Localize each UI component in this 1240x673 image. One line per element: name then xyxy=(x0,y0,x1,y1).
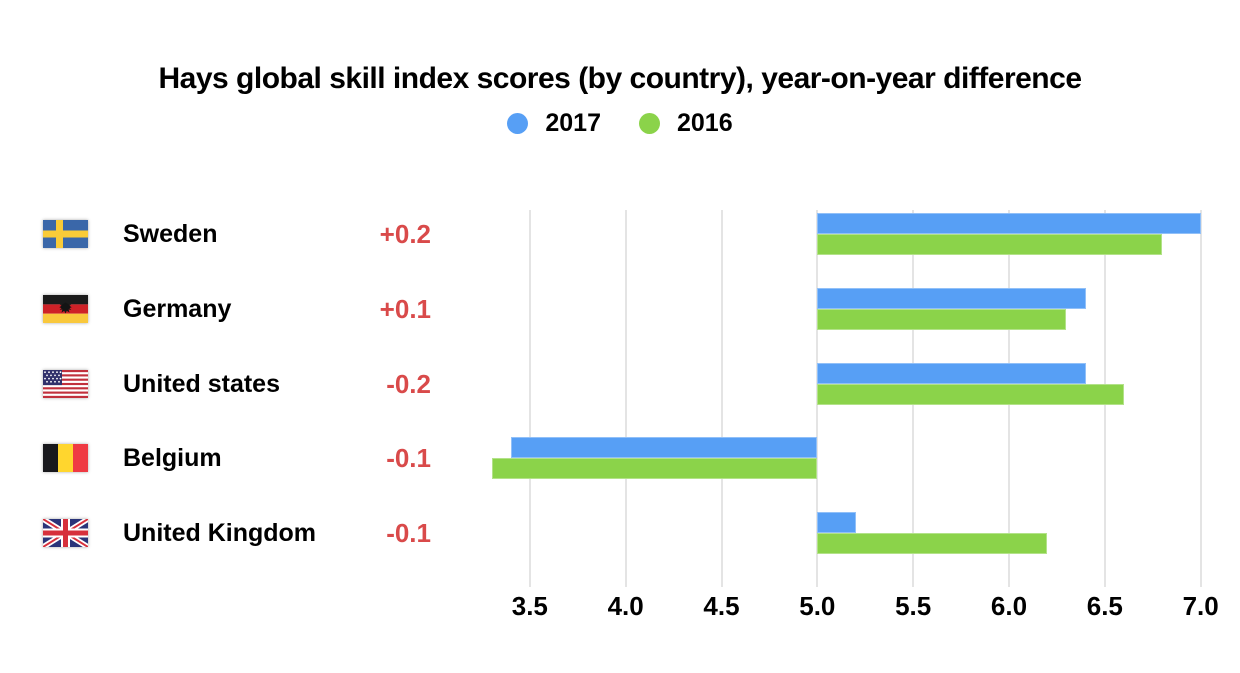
bar-2017-united-kingdom xyxy=(817,512,856,533)
difference-value: +0.2 xyxy=(379,219,431,249)
x-axis-tick-label: 6.0 xyxy=(990,591,1028,621)
sweden-flag-icon xyxy=(43,220,88,248)
bar-2016-germany xyxy=(817,308,1067,330)
difference-value: -0.1 xyxy=(386,443,431,474)
country-label: United Kingdom xyxy=(123,519,317,547)
difference-value: -0.1 xyxy=(386,518,431,548)
legend-dot-2017-icon xyxy=(507,112,529,134)
bar-2017-united-states xyxy=(817,362,1086,384)
bar-2017-belgium xyxy=(510,437,818,459)
legend-item-2017: 2017 xyxy=(507,109,601,138)
gridline xyxy=(528,210,531,587)
x-axis-tick-label: 5.5 xyxy=(895,591,932,621)
united-kingdom-flag-icon xyxy=(43,519,88,547)
chart-legend: 2017 2016 xyxy=(0,108,1240,138)
legend-dot-2016-icon xyxy=(639,112,660,134)
x-axis-tick-label: 7.0 xyxy=(1182,591,1219,621)
bar-2017-germany xyxy=(817,287,1086,309)
row-belgium: Belgium -0.1 xyxy=(0,437,434,479)
legend-label-2016: 2016 xyxy=(677,108,733,137)
chart-title: Hays global skill index scores (by count… xyxy=(158,62,1083,96)
bar-2016-sweden xyxy=(817,234,1163,255)
x-axis-tick-label: 5.0 xyxy=(799,591,836,621)
row-sweden: Sweden +0.2 xyxy=(0,213,434,255)
united-states-flag-icon xyxy=(43,369,88,398)
country-label: Belgium xyxy=(123,444,222,473)
legend-label-2017: 2017 xyxy=(545,108,601,137)
country-label: Germany xyxy=(123,294,232,323)
gridline xyxy=(1199,210,1202,587)
difference-value: +0.1 xyxy=(379,293,431,324)
bar-2016-united-kingdom xyxy=(817,533,1048,554)
x-axis-tick-label: 3.5 xyxy=(511,591,548,621)
row-united-kingdom: United Kingdom -0.1 xyxy=(0,512,434,554)
bar-2016-belgium xyxy=(491,458,818,480)
row-germany: Germany +0.1 xyxy=(0,288,434,330)
x-axis-tick-label: 6.5 xyxy=(1086,591,1123,621)
row-united-states: United states -0.2 xyxy=(0,363,434,405)
plot-area xyxy=(434,210,1239,587)
x-axis-tick-label: 4.0 xyxy=(607,591,644,621)
x-axis-tick-label: 4.5 xyxy=(703,591,740,621)
legend-item-2016: 2016 xyxy=(639,109,733,138)
belgium-flag-icon xyxy=(43,444,88,473)
bar-2017-sweden xyxy=(817,213,1201,234)
country-label: United states xyxy=(123,369,280,398)
difference-value: -0.2 xyxy=(386,368,431,399)
country-label: Sweden xyxy=(123,220,218,248)
germany-flag-icon xyxy=(43,294,88,323)
bar-2016-united-states xyxy=(817,383,1124,405)
gridline xyxy=(624,210,627,587)
x-axis: 3.5 4.0 4.5 5.0 5.5 6.0 6.5 7.0 xyxy=(434,587,1239,627)
gridline xyxy=(720,210,723,587)
